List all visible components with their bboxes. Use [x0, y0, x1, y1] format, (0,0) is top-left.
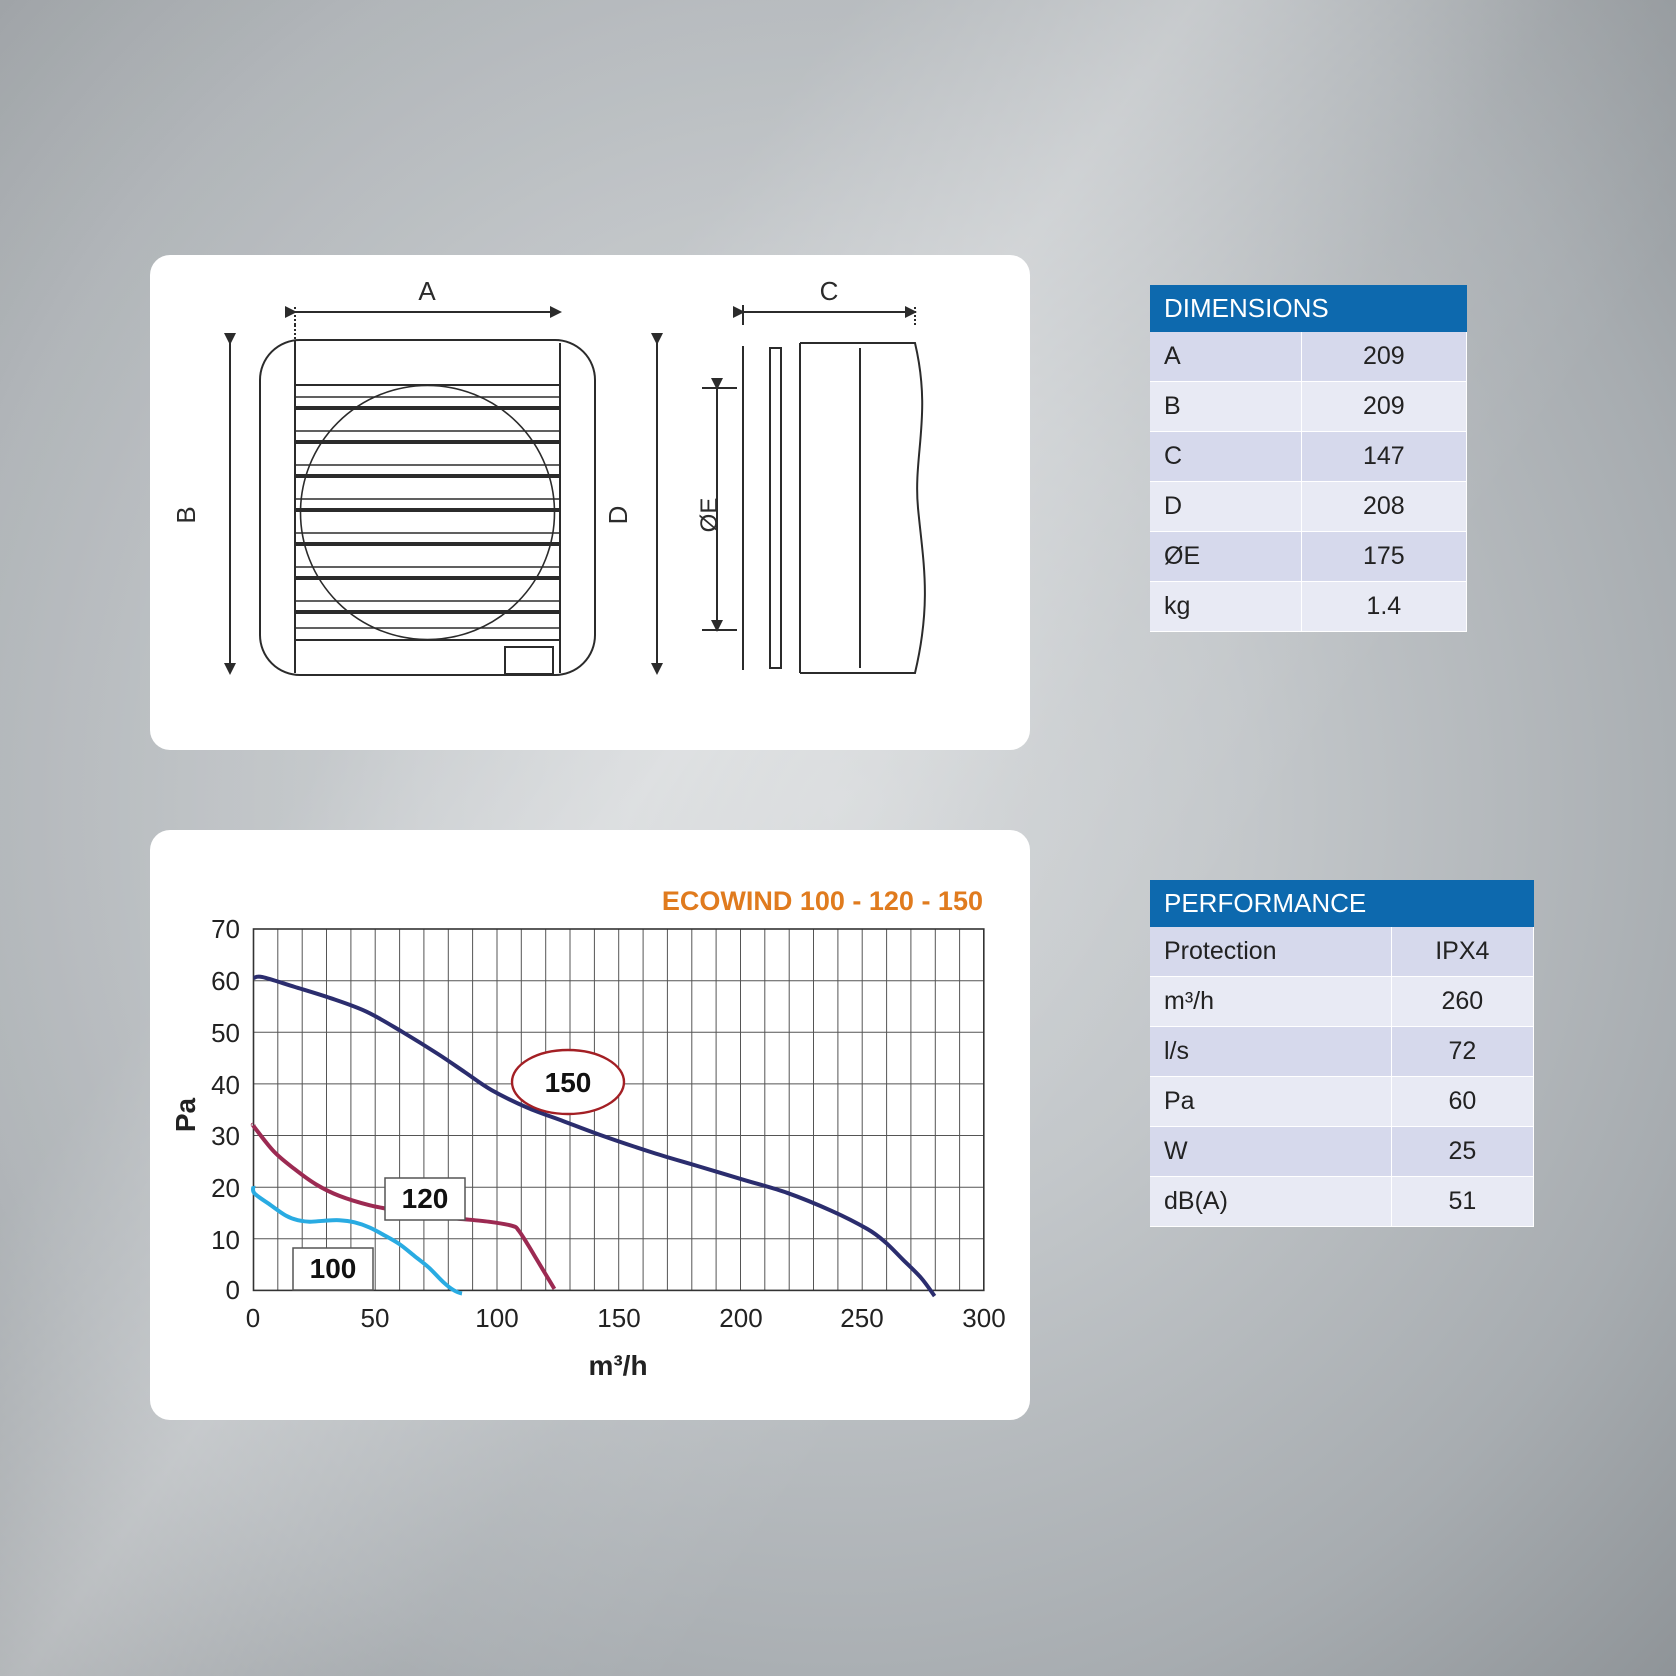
- svg-text:20: 20: [211, 1173, 240, 1203]
- svg-text:30: 30: [211, 1121, 240, 1151]
- svg-text:250: 250: [840, 1303, 883, 1333]
- svg-text:100: 100: [475, 1303, 518, 1333]
- svg-text:50: 50: [211, 1018, 240, 1048]
- svg-text:70: 70: [211, 914, 240, 944]
- svg-text:60: 60: [211, 966, 240, 996]
- svg-text:150: 150: [597, 1303, 640, 1333]
- svg-text:ECOWIND 100 - 120 - 150: ECOWIND 100 - 120 - 150: [662, 886, 983, 916]
- svg-text:D: D: [603, 506, 633, 525]
- svg-text:Pa: Pa: [170, 1097, 201, 1132]
- svg-text:A: A: [418, 276, 436, 306]
- svg-text:0: 0: [246, 1303, 260, 1333]
- svg-text:m³/h: m³/h: [588, 1350, 647, 1381]
- svg-text:B: B: [171, 506, 201, 523]
- svg-text:ØE: ØE: [696, 498, 723, 533]
- svg-text:200: 200: [719, 1303, 762, 1333]
- svg-text:0: 0: [226, 1275, 240, 1305]
- svg-text:10: 10: [211, 1225, 240, 1255]
- svg-text:300: 300: [962, 1303, 1005, 1333]
- svg-text:C: C: [820, 276, 839, 306]
- svg-text:150: 150: [545, 1067, 592, 1098]
- svg-text:120: 120: [402, 1183, 449, 1214]
- svg-text:50: 50: [361, 1303, 390, 1333]
- svg-text:100: 100: [310, 1253, 357, 1284]
- svg-text:40: 40: [211, 1070, 240, 1100]
